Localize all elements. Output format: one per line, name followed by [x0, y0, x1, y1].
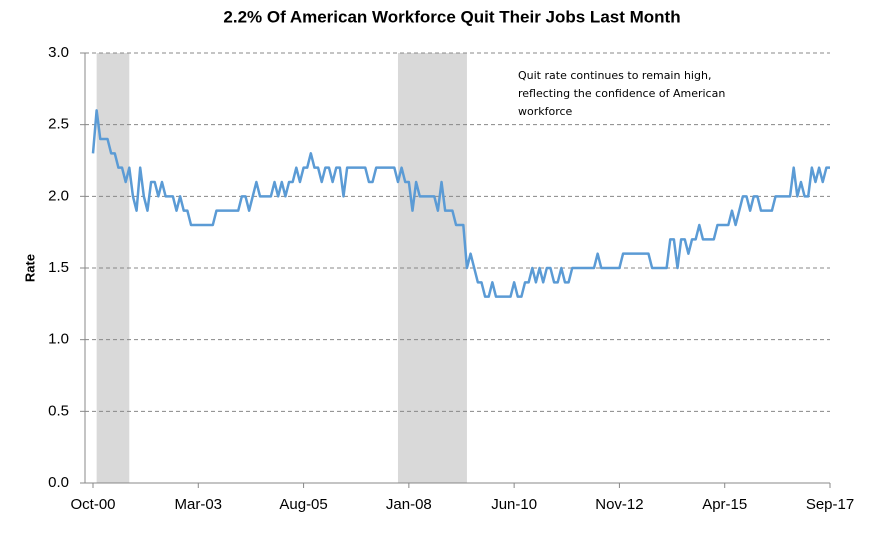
x-tick-label: Jan-08 [386, 496, 432, 513]
x-tick-label: Aug-05 [279, 496, 327, 513]
y-tick-label: 2.5 [48, 116, 69, 133]
annotation: Quit rate continues to remain high, [518, 69, 711, 82]
y-tick-label: 0.0 [48, 474, 69, 491]
y-tick-label: 1.5 [48, 259, 69, 276]
annotation: reflecting the confidence of American [518, 87, 725, 100]
x-tick-label: Mar-03 [175, 496, 223, 513]
x-tick-label: Oct-00 [70, 496, 115, 513]
data-line [91, 109, 830, 298]
y-tick-label: 0.5 [48, 402, 69, 419]
y-axis-label: Rate [22, 254, 37, 282]
y-tick-label: 2.0 [48, 187, 69, 204]
x-tick-label: Apr-15 [702, 496, 747, 513]
x-tick-label: Jun-10 [491, 496, 537, 513]
annotation: workforce [518, 105, 573, 118]
chart-title: 2.2% Of American Workforce Quit Their Jo… [223, 7, 680, 26]
y-tick-label: 3.0 [48, 44, 69, 61]
x-tick-label: Nov-12 [595, 496, 643, 513]
x-tick-label: Sep-17 [806, 496, 854, 513]
y-tick-label: 1.0 [48, 331, 69, 348]
